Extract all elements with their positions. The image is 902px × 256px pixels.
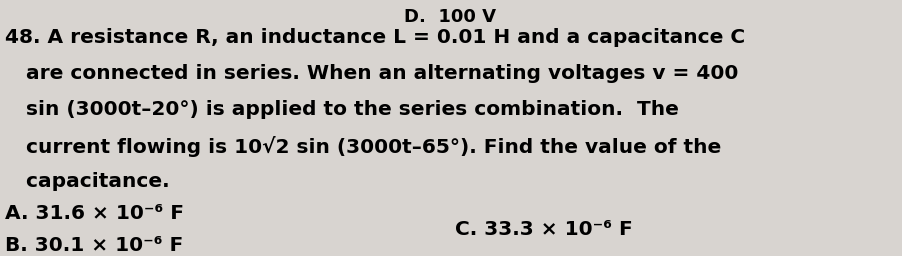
Text: capacitance.: capacitance.	[5, 172, 170, 191]
Text: sin (3000t–20°) is applied to the series combination.  The: sin (3000t–20°) is applied to the series…	[5, 100, 679, 119]
Text: 48. A resistance R, an inductance L = 0.01 H and a capacitance C: 48. A resistance R, an inductance L = 0.…	[5, 28, 745, 47]
Text: current flowing is 10√2 sin (3000t–65°). Find the value of the: current flowing is 10√2 sin (3000t–65°).…	[5, 136, 722, 157]
Text: are connected in series. When an alternating voltages v = 400: are connected in series. When an alterna…	[5, 64, 739, 83]
Text: B. 30.1 × 10⁻⁶ F: B. 30.1 × 10⁻⁶ F	[5, 236, 183, 255]
Text: C. 33.3 × 10⁻⁶ F: C. 33.3 × 10⁻⁶ F	[455, 220, 632, 239]
Text: D.  100 V: D. 100 V	[404, 8, 496, 26]
Text: A. 31.6 × 10⁻⁶ F: A. 31.6 × 10⁻⁶ F	[5, 204, 184, 223]
